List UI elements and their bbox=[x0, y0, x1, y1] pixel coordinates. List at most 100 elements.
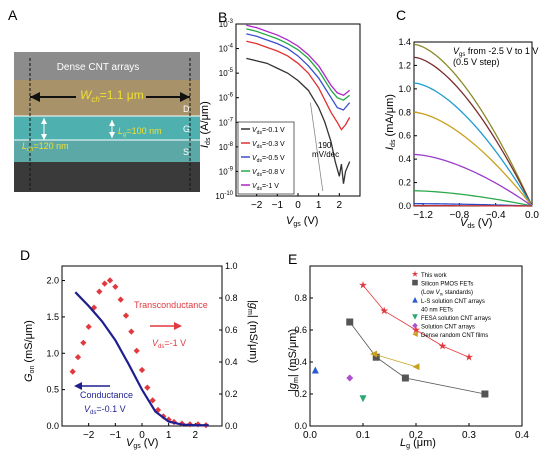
y-right-axis-label: |gm| (mS/μm) bbox=[246, 300, 259, 363]
legend-marker bbox=[412, 331, 418, 337]
wch-label-bg bbox=[76, 86, 146, 102]
chart-e-benchmark: 0.0 0.1 0.2 0.3 0.4 0.0 0.2 0.4 0.6 0.8 This work S… bbox=[287, 265, 529, 450]
data-point bbox=[346, 374, 354, 382]
x-tick-label: 1 bbox=[166, 430, 172, 441]
y-tick-label: 10-7 bbox=[219, 117, 234, 127]
y-tick-label: 0.8 bbox=[294, 293, 307, 303]
transconductance-vds: Vds=-1 V bbox=[152, 338, 186, 350]
legend-entry: Vds=-0.3 V bbox=[252, 141, 285, 150]
legend-entry: Vds=-1 V bbox=[252, 183, 279, 192]
x-axis-label: Lg (μm) bbox=[400, 437, 436, 450]
data-point bbox=[372, 353, 380, 361]
transconductance-point bbox=[117, 296, 124, 303]
y-tick-label: 1.2 bbox=[398, 60, 411, 70]
y-tick-label: 0.6 bbox=[398, 131, 411, 141]
vgs-sweep-annotation: Vgs from -2.5 V to 1 V bbox=[453, 46, 538, 58]
y-tick-label: 1.0 bbox=[398, 84, 411, 94]
transconductance-point bbox=[122, 312, 130, 319]
wch-label: Wch=1.1 μm bbox=[80, 88, 144, 104]
y-right-tick-label: 0.2 bbox=[225, 389, 238, 399]
y-left-tick-label: 2.0 bbox=[46, 276, 59, 286]
x-tick-label: 2 bbox=[337, 200, 343, 211]
x-tick-label: 0 bbox=[139, 430, 145, 441]
series-line bbox=[246, 57, 351, 184]
y-tick-label: 10-6 bbox=[219, 93, 234, 103]
series-line bbox=[246, 28, 351, 101]
series-line bbox=[246, 40, 351, 131]
legend-marker bbox=[412, 279, 418, 286]
transconductance-point bbox=[85, 323, 92, 330]
legend-marker bbox=[412, 297, 418, 303]
y-tick-label: 0.0 bbox=[398, 201, 411, 211]
series-line bbox=[413, 190, 533, 207]
y-tick-label: 10-8 bbox=[219, 142, 234, 152]
series-line bbox=[246, 24, 351, 96]
data-point bbox=[346, 318, 354, 326]
x-tick-label: 0.3 bbox=[462, 430, 476, 441]
x-axis-label: Vgs (V) bbox=[286, 215, 318, 228]
y-right-tick-label: 0.6 bbox=[225, 325, 238, 335]
data-point bbox=[380, 306, 389, 315]
transconductance-point bbox=[96, 288, 103, 295]
legend-marker bbox=[412, 322, 418, 329]
data-point bbox=[370, 350, 378, 358]
conductance-line bbox=[74, 291, 209, 427]
y-right-tick-label: 0.0 bbox=[225, 421, 238, 431]
x-tick-label: 0.4 bbox=[515, 430, 529, 441]
data-point bbox=[412, 363, 420, 371]
legend-entry: Vds=-0.5 V bbox=[252, 155, 285, 164]
x-tick-label: 0.0 bbox=[303, 430, 317, 441]
panel-letter-d: D bbox=[20, 247, 30, 263]
y-tick-label: 0.6 bbox=[294, 325, 307, 335]
transconductance-point bbox=[138, 366, 146, 374]
vgs-step-annotation: (0.5 V step) bbox=[453, 57, 500, 67]
transconductance-point bbox=[149, 397, 156, 404]
cnt-array-region bbox=[14, 52, 200, 80]
legend-marker bbox=[411, 270, 419, 277]
y-tick-label: 0.2 bbox=[294, 389, 307, 399]
y-tick-label: 10-10 bbox=[215, 191, 233, 201]
terminal-g: G bbox=[183, 124, 190, 134]
y-tick-label: 0.4 bbox=[398, 154, 411, 164]
data-point bbox=[311, 366, 319, 374]
series-line bbox=[246, 33, 351, 111]
terminal-d: D bbox=[183, 104, 190, 114]
gate-region bbox=[14, 116, 200, 140]
chart-b-transfer: −2 −1 0 1 2 10-3 10-4 10-5 10-6 10-7 10-8 10-9 10-10… bbox=[199, 19, 361, 228]
lch-label: Lch=120 nm bbox=[22, 141, 69, 153]
data-point bbox=[438, 341, 447, 350]
terminal-s: S bbox=[183, 147, 189, 157]
y-left-tick-label: 0.0 bbox=[46, 421, 59, 431]
legend-entry-cont: 40 nm FETs bbox=[421, 307, 453, 313]
x-tick-label: −0.8 bbox=[450, 210, 470, 221]
y-left-axis-label: Gon (mS/μm) bbox=[23, 320, 36, 382]
panel-a: A Dense CNT arrays Wch=1.1 μm D G S Lch=… bbox=[8, 7, 200, 192]
series-line bbox=[413, 111, 533, 207]
x-tick-label: 1 bbox=[316, 200, 322, 211]
legend-entry: Silicon PMOS FETs bbox=[421, 282, 473, 288]
lg-label: Lg=100 nm bbox=[118, 126, 162, 138]
data-point bbox=[481, 390, 489, 398]
panel-c: C −1.2 −0.8 −0.4 0.0 0.0 0.2 0.4 0.6 0.8 1.0 1.2 1.… bbox=[384, 7, 539, 230]
legend-box bbox=[237, 121, 295, 195]
x-tick-label: −2 bbox=[83, 430, 95, 441]
x-tick-label: 0.0 bbox=[525, 210, 539, 221]
data-point bbox=[412, 325, 420, 334]
transconductance-label: Transconductance bbox=[134, 300, 208, 310]
x-tick-label: 0.2 bbox=[409, 430, 423, 441]
y-tick-label: 10-3 bbox=[219, 19, 234, 29]
ss-guide-line bbox=[310, 102, 324, 192]
panel-letter-a: A bbox=[8, 7, 18, 23]
y-axis-label: Ids (mA/μm) bbox=[384, 94, 397, 150]
chart-c-output: −1.2 −0.8 −0.4 0.0 0.0 0.2 0.4 0.6 0.8 1.0 1.2 1.4 V… bbox=[384, 37, 539, 230]
panel-e: E 0.0 0.1 0.2 0.3 0.4 0.0 0.2 0.4 0.6 0.8 This wor… bbox=[287, 251, 529, 450]
y-right-tick-label: 1.0 bbox=[225, 261, 238, 271]
x-tick-label: −1 bbox=[110, 430, 122, 441]
ss-unit: mV/dec bbox=[312, 150, 339, 159]
series-line bbox=[373, 353, 417, 368]
y-left-tick-label: 1.5 bbox=[46, 312, 59, 322]
series-line bbox=[413, 56, 533, 207]
panel-letter-c: C bbox=[396, 7, 406, 23]
x-axis-label: Vds (V) bbox=[460, 217, 492, 230]
